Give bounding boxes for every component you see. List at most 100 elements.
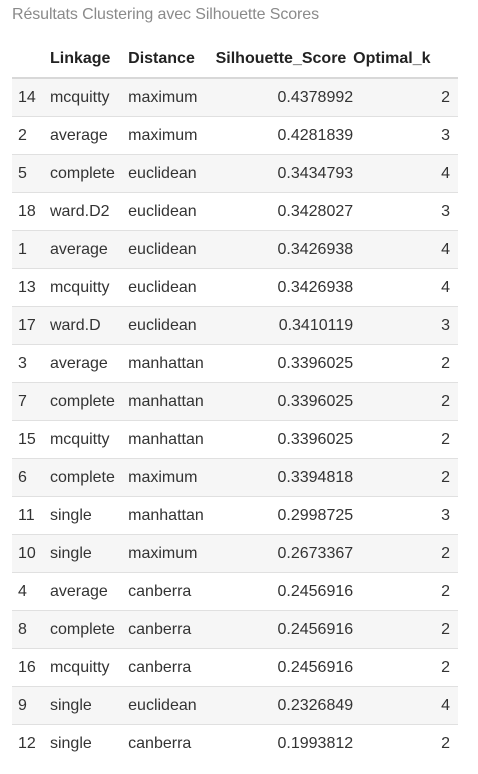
silhouette-score-cell: 0.3396025	[215, 344, 354, 383]
silhouette-score-cell: 0.2456916	[215, 648, 354, 687]
row-index-cell: 14	[12, 77, 50, 117]
linkage-cell: complete	[49, 382, 129, 421]
table-row: 2 average maximum 0.4281839 3	[12, 116, 458, 155]
row-index-cell: 6	[12, 458, 50, 497]
optimal-k-cell: 4	[353, 268, 458, 307]
row-index-cell: 1	[12, 230, 50, 269]
silhouette-score-cell: 0.4378992	[215, 77, 354, 117]
table-row: 13 mcquitty euclidean 0.3426938 4	[12, 268, 458, 307]
silhouette-score-cell: 0.3428027	[215, 192, 354, 231]
table-row: 8 complete canberra 0.2456916 2	[12, 610, 458, 649]
distance-cell: canberra	[128, 648, 216, 687]
linkage-cell: average	[49, 572, 129, 611]
table-row: 18 ward.D2 euclidean 0.3428027 3	[12, 192, 458, 231]
table-row: 9 single euclidean 0.2326849 4	[12, 686, 458, 725]
distance-cell: euclidean	[128, 306, 216, 345]
optimal-k-cell: 3	[353, 192, 458, 231]
optimal-k-cell: 3	[353, 306, 458, 345]
linkage-cell: ward.D	[49, 306, 129, 345]
distance-cell: euclidean	[128, 268, 216, 307]
linkage-cell: mcquitty	[49, 77, 129, 117]
table-row: 14 mcquitty maximum 0.4378992 2	[12, 77, 458, 117]
distance-cell: manhattan	[128, 344, 216, 383]
table-row: 17 ward.D euclidean 0.3410119 3	[12, 306, 458, 345]
linkage-cell: average	[49, 230, 129, 269]
linkage-cell: complete	[49, 154, 129, 193]
optimal-k-cell: 4	[353, 686, 458, 725]
column-header-index	[12, 40, 50, 79]
distance-cell: manhattan	[128, 496, 216, 535]
optimal-k-cell: 2	[353, 610, 458, 649]
distance-cell: euclidean	[128, 230, 216, 269]
table-row: 16 mcquitty canberra 0.2456916 2	[12, 648, 458, 687]
row-index-cell: 3	[12, 344, 50, 383]
table-row: 5 complete euclidean 0.3434793 4	[12, 154, 458, 193]
distance-cell: canberra	[128, 610, 216, 649]
table-caption: Résultats Clustering avec Silhouette Sco…	[12, 6, 319, 23]
table-row: 11 single manhattan 0.2998725 3	[12, 496, 458, 535]
column-header-distance: Distance	[128, 40, 216, 79]
silhouette-score-cell: 0.2456916	[215, 610, 354, 649]
silhouette-score-cell: 0.3396025	[215, 420, 354, 459]
results-table: Linkage Distance Silhouette_Score Optima…	[12, 40, 458, 762]
linkage-cell: ward.D2	[49, 192, 129, 231]
optimal-k-cell: 2	[353, 648, 458, 687]
distance-cell: manhattan	[128, 420, 216, 459]
silhouette-score-cell: 0.2456916	[215, 572, 354, 611]
optimal-k-cell: 3	[353, 496, 458, 535]
row-index-cell: 15	[12, 420, 50, 459]
linkage-cell: complete	[49, 458, 129, 497]
table-row: 3 average manhattan 0.3396025 2	[12, 344, 458, 383]
row-index-cell: 18	[12, 192, 50, 231]
silhouette-score-cell: 0.2326849	[215, 686, 354, 725]
table-row: 4 average canberra 0.2456916 2	[12, 572, 458, 611]
row-index-cell: 4	[12, 572, 50, 611]
silhouette-score-cell: 0.1993812	[215, 724, 354, 762]
linkage-cell: single	[49, 686, 129, 725]
optimal-k-cell: 2	[353, 344, 458, 383]
linkage-cell: average	[49, 344, 129, 383]
distance-cell: manhattan	[128, 382, 216, 421]
table-row: 12 single canberra 0.1993812 2	[12, 724, 458, 762]
optimal-k-cell: 2	[353, 420, 458, 459]
silhouette-score-cell: 0.2998725	[215, 496, 354, 535]
linkage-cell: complete	[49, 610, 129, 649]
distance-cell: maximum	[128, 534, 216, 573]
row-index-cell: 13	[12, 268, 50, 307]
table-header-row: Linkage Distance Silhouette_Score Optima…	[12, 40, 458, 79]
optimal-k-cell: 2	[353, 77, 458, 117]
row-index-cell: 11	[12, 496, 50, 535]
linkage-cell: single	[49, 534, 129, 573]
row-index-cell: 12	[12, 724, 50, 762]
row-index-cell: 10	[12, 534, 50, 573]
table-row: 10 single maximum 0.2673367 2	[12, 534, 458, 573]
optimal-k-cell: 4	[353, 230, 458, 269]
distance-cell: maximum	[128, 77, 216, 117]
silhouette-score-cell: 0.3394818	[215, 458, 354, 497]
optimal-k-cell: 2	[353, 534, 458, 573]
silhouette-score-cell: 0.2673367	[215, 534, 354, 573]
linkage-cell: single	[49, 496, 129, 535]
linkage-cell: mcquitty	[49, 420, 129, 459]
linkage-cell: mcquitty	[49, 648, 129, 687]
silhouette-score-cell: 0.3396025	[215, 382, 354, 421]
linkage-cell: mcquitty	[49, 268, 129, 307]
table-row: 7 complete manhattan 0.3396025 2	[12, 382, 458, 421]
row-index-cell: 8	[12, 610, 50, 649]
row-index-cell: 9	[12, 686, 50, 725]
distance-cell: canberra	[128, 572, 216, 611]
linkage-cell: average	[49, 116, 129, 155]
optimal-k-cell: 3	[353, 116, 458, 155]
distance-cell: euclidean	[128, 154, 216, 193]
column-header-linkage: Linkage	[49, 40, 129, 79]
row-index-cell: 7	[12, 382, 50, 421]
silhouette-score-cell: 0.3434793	[215, 154, 354, 193]
table-row: 6 complete maximum 0.3394818 2	[12, 458, 458, 497]
table-body: 14 mcquitty maximum 0.4378992 2 2 average maxim…	[12, 77, 458, 762]
distance-cell: maximum	[128, 458, 216, 497]
table-row: 1 average euclidean 0.3426938 4	[12, 230, 458, 269]
row-index-cell: 2	[12, 116, 50, 155]
optimal-k-cell: 4	[353, 154, 458, 193]
silhouette-score-cell: 0.3410119	[215, 306, 354, 345]
column-header-optimal-k: Optimal_k	[353, 40, 458, 79]
